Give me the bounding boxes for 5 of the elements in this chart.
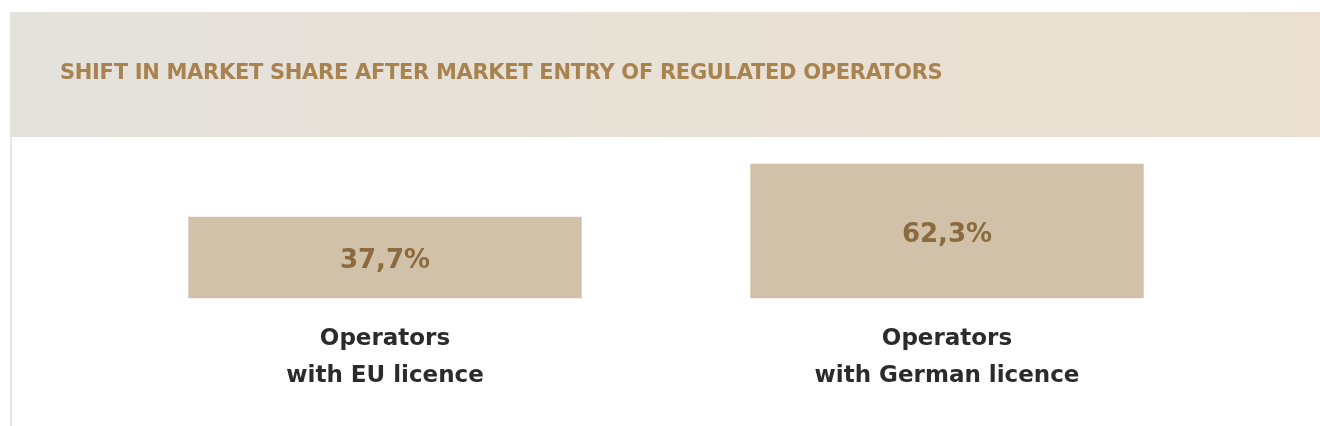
chart-title: SHIFT IN MARKET SHARE AFTER MARKET ENTRY OF REGULATED OPERATORS xyxy=(60,60,943,84)
x-tick-label: Operators with German licence xyxy=(814,323,1080,387)
data-label: 37,7% xyxy=(339,244,431,275)
x-tick-label: Operators with EU licence xyxy=(286,323,484,387)
data-label: 62,3% xyxy=(901,217,993,248)
